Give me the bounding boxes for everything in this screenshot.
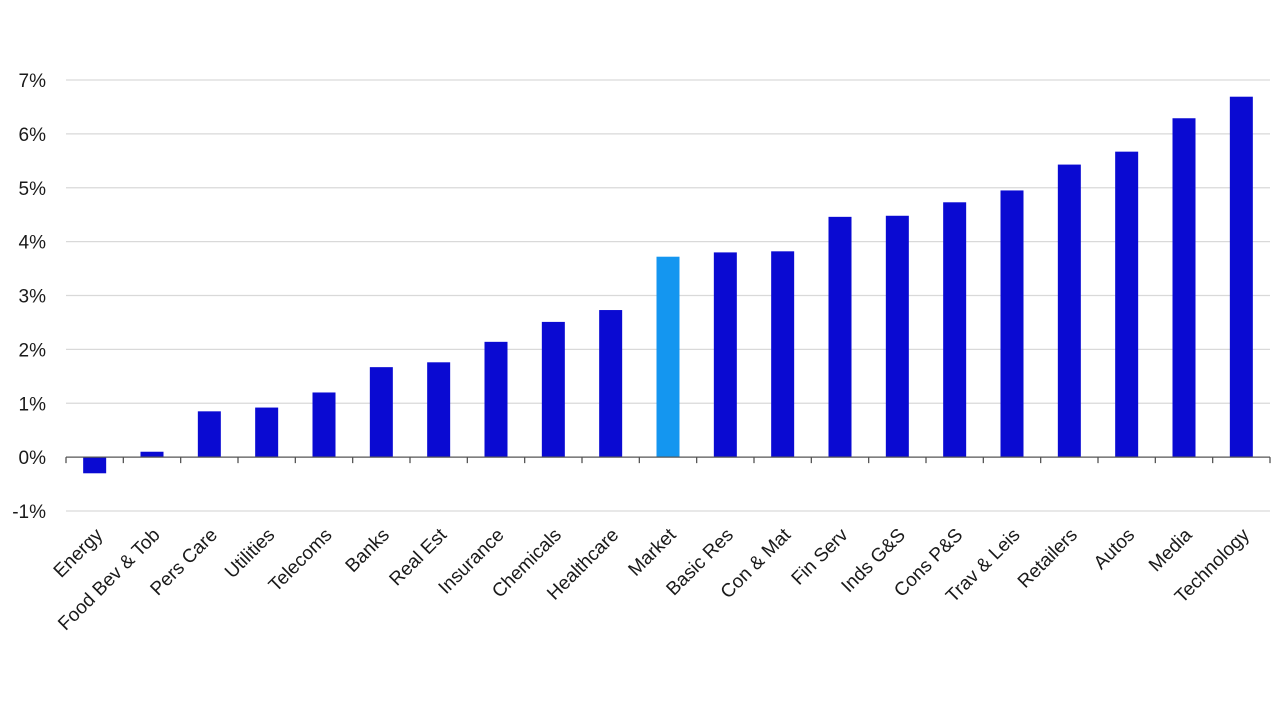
bar-chemicals — [541, 321, 565, 458]
bar-retailers — [1057, 164, 1081, 458]
bar-market — [656, 256, 680, 458]
y-tick-label: 1% — [19, 394, 47, 415]
y-tick-label: 6% — [19, 125, 47, 146]
bar-inds-g-s — [885, 215, 909, 458]
bar-real-est — [427, 362, 451, 458]
x-tick-label: Telecoms — [265, 525, 337, 597]
bar-healthcare — [599, 310, 623, 458]
bar-trav-leis — [1000, 190, 1024, 458]
bar-insurance — [484, 341, 508, 458]
bar-media — [1172, 118, 1196, 458]
x-tick-label: Banks — [342, 525, 394, 577]
bar-con-mat — [771, 251, 795, 458]
y-axis-tick-labels: -1% 0% 1% 2% 3% 4% 5% 6% 7% — [12, 71, 46, 523]
x-axis — [65, 456, 1271, 464]
x-tick-label: Retailers — [1014, 525, 1082, 593]
x-tick-label: Utilities — [221, 525, 279, 583]
y-tick-label: 3% — [19, 287, 47, 308]
y-tick-label: 5% — [19, 179, 47, 200]
bar-energy — [83, 457, 107, 474]
bar-food-bev-tob — [140, 451, 164, 458]
x-tick-label: Media — [1145, 524, 1197, 576]
bar-technology — [1229, 96, 1253, 458]
bars — [83, 96, 1253, 474]
bar-utilities — [255, 407, 279, 458]
y-tick-label: 7% — [19, 71, 47, 92]
x-tick-label: Market — [625, 524, 681, 580]
y-tick-label: 4% — [19, 233, 47, 254]
bar-basic-res — [713, 252, 737, 458]
x-tick-label: Autos — [1090, 525, 1139, 574]
bar-cons-p-s — [943, 202, 967, 458]
x-tick-label: Food Bev & Tob — [54, 525, 164, 635]
x-tick-label: Energy — [50, 524, 108, 582]
bar-banks — [369, 367, 393, 458]
y-tick-label: 0% — [19, 448, 47, 469]
bar-telecoms — [312, 392, 336, 458]
y-tick-label: 2% — [19, 340, 47, 361]
bar-fin-serv — [828, 216, 852, 458]
bar-pers-care — [197, 411, 221, 458]
bar-autos — [1115, 151, 1139, 458]
y-tick-label: -1% — [12, 502, 46, 523]
